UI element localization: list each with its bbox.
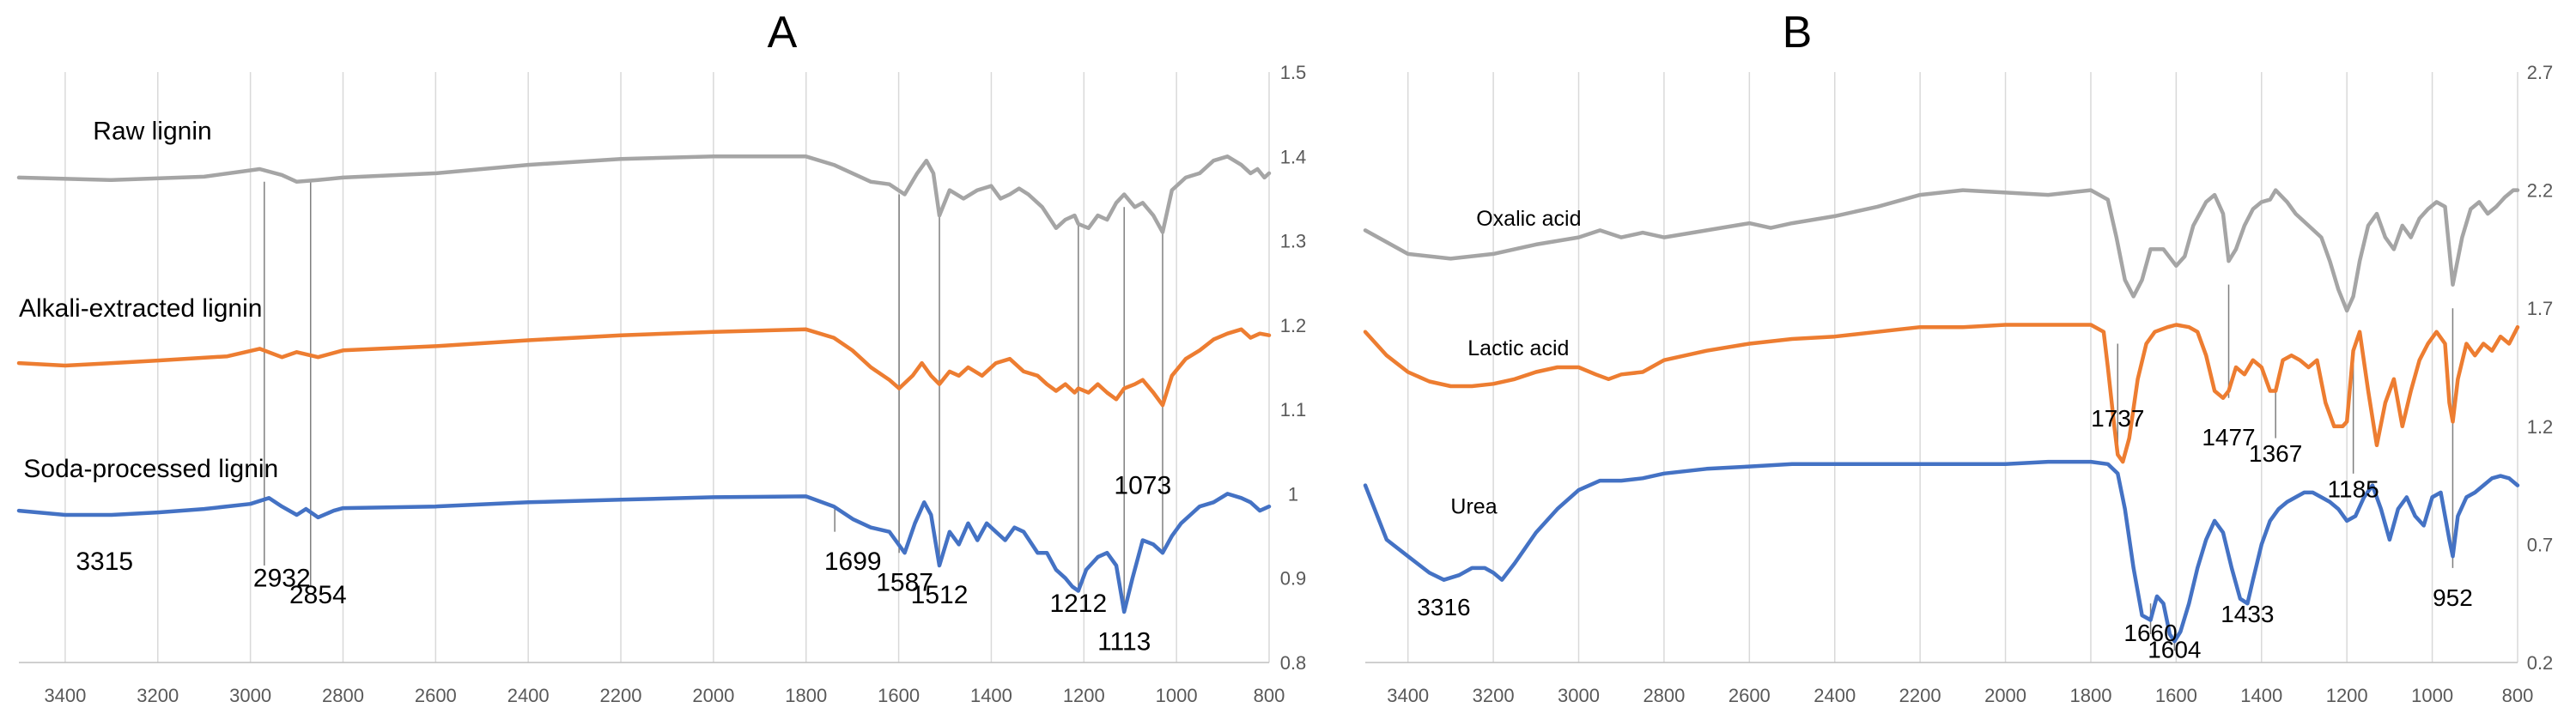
peak-label: 1587 xyxy=(876,568,933,596)
x-tick-label: 3200 xyxy=(1473,685,1515,706)
peak-label: 1604 xyxy=(2148,636,2201,663)
peak-label: 1737 xyxy=(2091,405,2144,432)
x-tick-label: 2400 xyxy=(507,685,550,706)
series-line-lactic-acid xyxy=(1363,323,2520,464)
x-tick-label: 800 xyxy=(2502,685,2534,706)
series-line-soda-processed-lignin xyxy=(16,492,1272,614)
peak-label: 1477 xyxy=(2202,424,2255,451)
peak-label: 2932 xyxy=(253,565,311,593)
chart-panel-b: 3400 3200 3000 2800 2600 2400 2200 2000 1800 1600… xyxy=(1363,8,2554,706)
series-label: Oxalic acid xyxy=(1476,207,1581,231)
chart-panel-a: 3400 3200 3000 2800 2600 2400 2200 2000 1800 1600… xyxy=(16,8,1307,706)
x-tick-label: 2200 xyxy=(1899,685,1941,706)
x-tick-label: 3000 xyxy=(1558,685,1600,706)
series-label: Alkali-extracted lignin xyxy=(19,294,262,323)
x-tick-label: 800 xyxy=(1254,685,1285,706)
peak-label: 3315 xyxy=(76,548,133,576)
x-tick-label: 3200 xyxy=(137,685,179,706)
series-line-urea xyxy=(1363,459,2520,644)
series-label: Raw lignin xyxy=(93,118,211,146)
y-tick-label: 0.9 xyxy=(1280,568,1307,590)
y-tick-label: 0.2 xyxy=(2527,652,2554,674)
x-tick-label: 3400 xyxy=(44,685,86,706)
y-tick-label: 1.1 xyxy=(1280,399,1307,421)
peak-label: 1660 xyxy=(2123,620,2177,646)
x-tick-label: 3000 xyxy=(229,685,271,706)
x-tick-label: 1600 xyxy=(878,685,920,706)
peak-label: 1113 xyxy=(1097,627,1151,656)
series-label: Urea xyxy=(1450,495,1497,519)
y-tick-label: 1.7 xyxy=(2527,298,2554,319)
peak-label: 3316 xyxy=(1417,594,1470,620)
x-tick-label: 2000 xyxy=(1984,685,2026,706)
y-tick-label: 1 xyxy=(1288,483,1298,505)
x-tick-label: 2400 xyxy=(1814,685,1856,706)
peak-label: 1212 xyxy=(1049,590,1107,618)
y-tick-label: 0.8 xyxy=(1280,652,1307,674)
x-tick-label: 2600 xyxy=(1728,685,1771,706)
y-tick-label: 1.4 xyxy=(1280,146,1307,167)
x-tick-label: 1600 xyxy=(2155,685,2197,706)
x-tick-label: 1000 xyxy=(2411,685,2453,706)
y-tick-label: 1.2 xyxy=(2527,416,2554,438)
series-line-oxalic-acid xyxy=(1363,188,2520,313)
y-tick-label: 2.2 xyxy=(2527,180,2554,202)
x-tick-label: 1000 xyxy=(1156,685,1198,706)
panel-title: B xyxy=(1783,8,1813,57)
series-label: Lactic acid xyxy=(1467,336,1569,360)
y-tick-label: 2.7 xyxy=(2527,62,2554,83)
y-tick-label: 1.2 xyxy=(1280,315,1307,336)
series-line-alkali-extracted-lignin xyxy=(16,327,1272,408)
peak-label: 1512 xyxy=(911,581,969,609)
x-tick-label: 1400 xyxy=(2240,685,2282,706)
panel-title: A xyxy=(768,8,798,57)
x-tick-label: 1200 xyxy=(1063,685,1105,706)
series-label: Soda-processed lignin xyxy=(23,455,278,483)
x-tick-label: 3400 xyxy=(1387,685,1429,706)
peak-label: 1367 xyxy=(2249,440,2302,467)
y-tick-label: 1.5 xyxy=(1280,62,1307,83)
peak-label: 1073 xyxy=(1114,471,1171,499)
x-tick-label: 1800 xyxy=(2069,685,2111,706)
series-line-raw-lignin xyxy=(16,154,1272,234)
peak-label: 1433 xyxy=(2221,601,2274,627)
peak-label: 952 xyxy=(2433,584,2473,611)
x-tick-label: 1400 xyxy=(970,685,1012,706)
peak-label: 1699 xyxy=(824,548,882,576)
x-tick-label: 2800 xyxy=(1643,685,1685,706)
x-tick-label: 1800 xyxy=(785,685,827,706)
y-tick-label: 0.7 xyxy=(2527,534,2554,555)
peak-label: 1185 xyxy=(2328,475,2379,502)
x-tick-label: 2200 xyxy=(600,685,642,706)
x-tick-label: 2000 xyxy=(692,685,734,706)
x-tick-label: 2800 xyxy=(322,685,364,706)
x-tick-label: 1200 xyxy=(2326,685,2368,706)
y-tick-label: 1.3 xyxy=(1280,231,1307,252)
x-tick-label: 2600 xyxy=(415,685,457,706)
peak-label: 2854 xyxy=(289,581,347,609)
